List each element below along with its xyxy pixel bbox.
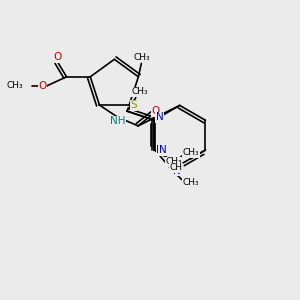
Text: CH₃: CH₃: [182, 178, 199, 187]
Text: N: N: [156, 145, 164, 155]
Text: N: N: [159, 145, 167, 155]
Text: CH: CH: [169, 163, 182, 172]
Text: CH₃: CH₃: [7, 81, 23, 90]
Text: CH₃: CH₃: [132, 87, 148, 96]
Text: NH: NH: [110, 116, 125, 126]
Text: O: O: [152, 106, 160, 116]
Text: O: O: [53, 52, 62, 62]
Text: N: N: [156, 112, 164, 122]
Text: N: N: [173, 166, 181, 176]
Text: O: O: [39, 81, 47, 91]
Text: CH₃: CH₃: [133, 53, 150, 62]
Text: CH₃: CH₃: [165, 158, 182, 166]
Text: CH₃: CH₃: [182, 148, 199, 158]
Text: S: S: [130, 100, 137, 110]
